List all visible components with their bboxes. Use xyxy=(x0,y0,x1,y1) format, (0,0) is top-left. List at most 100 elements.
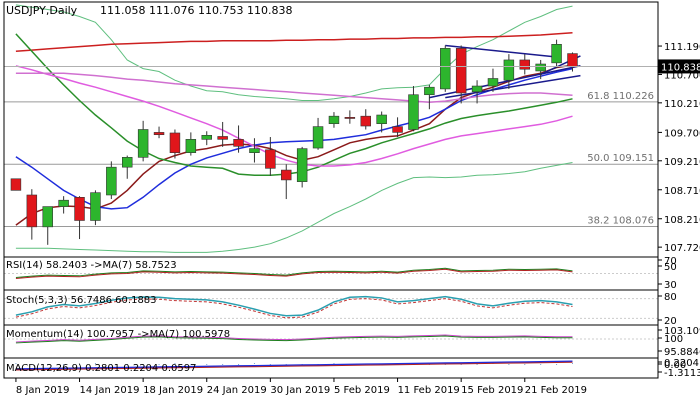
y-tick-label: 108.710 xyxy=(664,186,700,197)
panel-tick-label: 50 xyxy=(664,262,677,273)
candle-body xyxy=(10,178,22,191)
current-price-box xyxy=(658,59,700,74)
x-tick-label: 8 Jan 2019 xyxy=(16,385,70,396)
candle-body xyxy=(519,59,531,70)
trendline xyxy=(429,65,581,99)
main-price-panel: 111.190 110.700 110.210 109.700 109.210 108.7… xyxy=(4,4,700,254)
momentum-line xyxy=(15,334,573,343)
candle-body xyxy=(535,63,546,72)
moving-average-line xyxy=(15,65,573,167)
x-tick-label: 15 Feb 2019 xyxy=(461,385,523,396)
candle-body xyxy=(455,48,467,94)
candle-body xyxy=(296,148,308,182)
panel-tick-label: 0.2204 xyxy=(664,358,699,369)
stochastic-label: Stoch(5,3,3) 56.7486 60.1883 xyxy=(6,295,157,306)
panel-tick-label: 103.1098 xyxy=(664,326,700,337)
momentum-label: Momentum(14) 100.7957 ->MA(7) 100.5978 xyxy=(6,329,230,340)
candle-body xyxy=(265,149,276,169)
moving-average-line xyxy=(15,72,573,104)
candle-body xyxy=(503,59,515,81)
x-tick-label: 11 Feb 2019 xyxy=(398,385,460,396)
y-tick-label: 111.190 xyxy=(664,42,700,53)
y-tick-label: 110.210 xyxy=(664,99,700,110)
candle-body xyxy=(201,134,212,140)
candle-body xyxy=(169,132,181,153)
candle-body xyxy=(567,53,578,67)
macd-signal-line xyxy=(15,361,573,371)
y-tick-label: 109.210 xyxy=(664,157,700,168)
panel-tick-label: 20 xyxy=(664,316,677,327)
candle-body xyxy=(249,148,260,153)
x-tick-label: 24 Jan 2019 xyxy=(207,385,267,396)
candle-body xyxy=(392,126,403,133)
x-tick-label: 21 Feb 2019 xyxy=(525,385,587,396)
moving-average-line xyxy=(15,31,573,53)
stoch-signal-line xyxy=(15,298,573,319)
panel-tick-label: -1.3113 xyxy=(664,368,700,379)
x-tick-label: 18 Jan 2019 xyxy=(143,385,203,396)
trendline xyxy=(445,74,581,99)
moving-average-line xyxy=(15,33,573,177)
y-tick-label: 108.210 xyxy=(664,215,700,226)
moving-average-line xyxy=(15,162,573,253)
y-tick-label: 109.700 xyxy=(664,128,700,139)
chart-symbol-label: USDJPY,Daily xyxy=(6,4,78,17)
moving-average-line xyxy=(15,67,573,210)
candle-body xyxy=(328,115,340,125)
x-tick-label: 30 Jan 2019 xyxy=(270,385,330,396)
momentum-ma-line xyxy=(15,335,573,344)
fib-level-label: 61.8 110.226 xyxy=(587,91,654,102)
x-tick-label: 5 Feb 2019 xyxy=(334,385,390,396)
rsi-label: RSI(14) 58.2403 ->MA(7) 58.7523 xyxy=(6,260,177,271)
candle-body xyxy=(122,157,133,168)
candle-body xyxy=(137,129,149,158)
panel-tick-label: 30 xyxy=(664,280,677,291)
trendline xyxy=(445,44,557,58)
y-tick-label: 107.720 xyxy=(664,243,700,254)
candle-body xyxy=(90,192,101,221)
rsi-line xyxy=(15,267,573,278)
candle-body xyxy=(408,94,419,130)
candle-body xyxy=(106,166,117,196)
x-axis: 8 Jan 2019 14 Jan 2019 18 Jan 2019 24 Jan 2… xyxy=(15,378,587,396)
candle-body xyxy=(58,199,69,207)
candle-body xyxy=(376,114,387,125)
rsi-ma-line xyxy=(15,268,573,279)
current-price-label: 110.838 xyxy=(661,62,700,73)
fib-level-label: 38.2 108.076 xyxy=(587,216,654,227)
moving-average-line xyxy=(15,4,573,101)
x-tick-label: 14 Jan 2019 xyxy=(80,385,140,396)
panel-tick-label: 80 xyxy=(664,292,677,303)
macd-label: MACD(12,26,9) 0.2801 0.2204 0.0597 xyxy=(6,363,196,374)
candle-body xyxy=(185,139,197,153)
candle-body xyxy=(42,206,53,228)
candle-body xyxy=(26,194,38,228)
candle-body xyxy=(217,136,228,140)
macd-line xyxy=(15,360,573,370)
candle-body xyxy=(551,44,562,64)
candle-body xyxy=(487,78,499,87)
panel-tick-label: 95.8846 xyxy=(664,347,700,358)
fib-level-label: 50.0 109.151 xyxy=(587,153,654,164)
candle-body xyxy=(312,126,324,149)
candle-body xyxy=(424,86,435,96)
panel-tick-label: 70 xyxy=(664,256,677,267)
panel-frame xyxy=(3,357,659,379)
panel-tick-label: 100 xyxy=(664,334,683,345)
panel-tick-label: 0.00 xyxy=(664,360,686,371)
candle-body xyxy=(440,48,451,90)
candle-body xyxy=(153,132,165,136)
candle-body xyxy=(471,85,483,93)
candle-body xyxy=(281,169,292,181)
stochastic-panel: 80 20 xyxy=(4,292,677,327)
candle-body xyxy=(233,139,244,147)
y-tick-label: 110.700 xyxy=(664,70,700,81)
stoch-main-line xyxy=(15,295,573,317)
candle-body xyxy=(344,117,356,119)
candle-body xyxy=(360,115,371,127)
candle-body xyxy=(74,197,85,221)
